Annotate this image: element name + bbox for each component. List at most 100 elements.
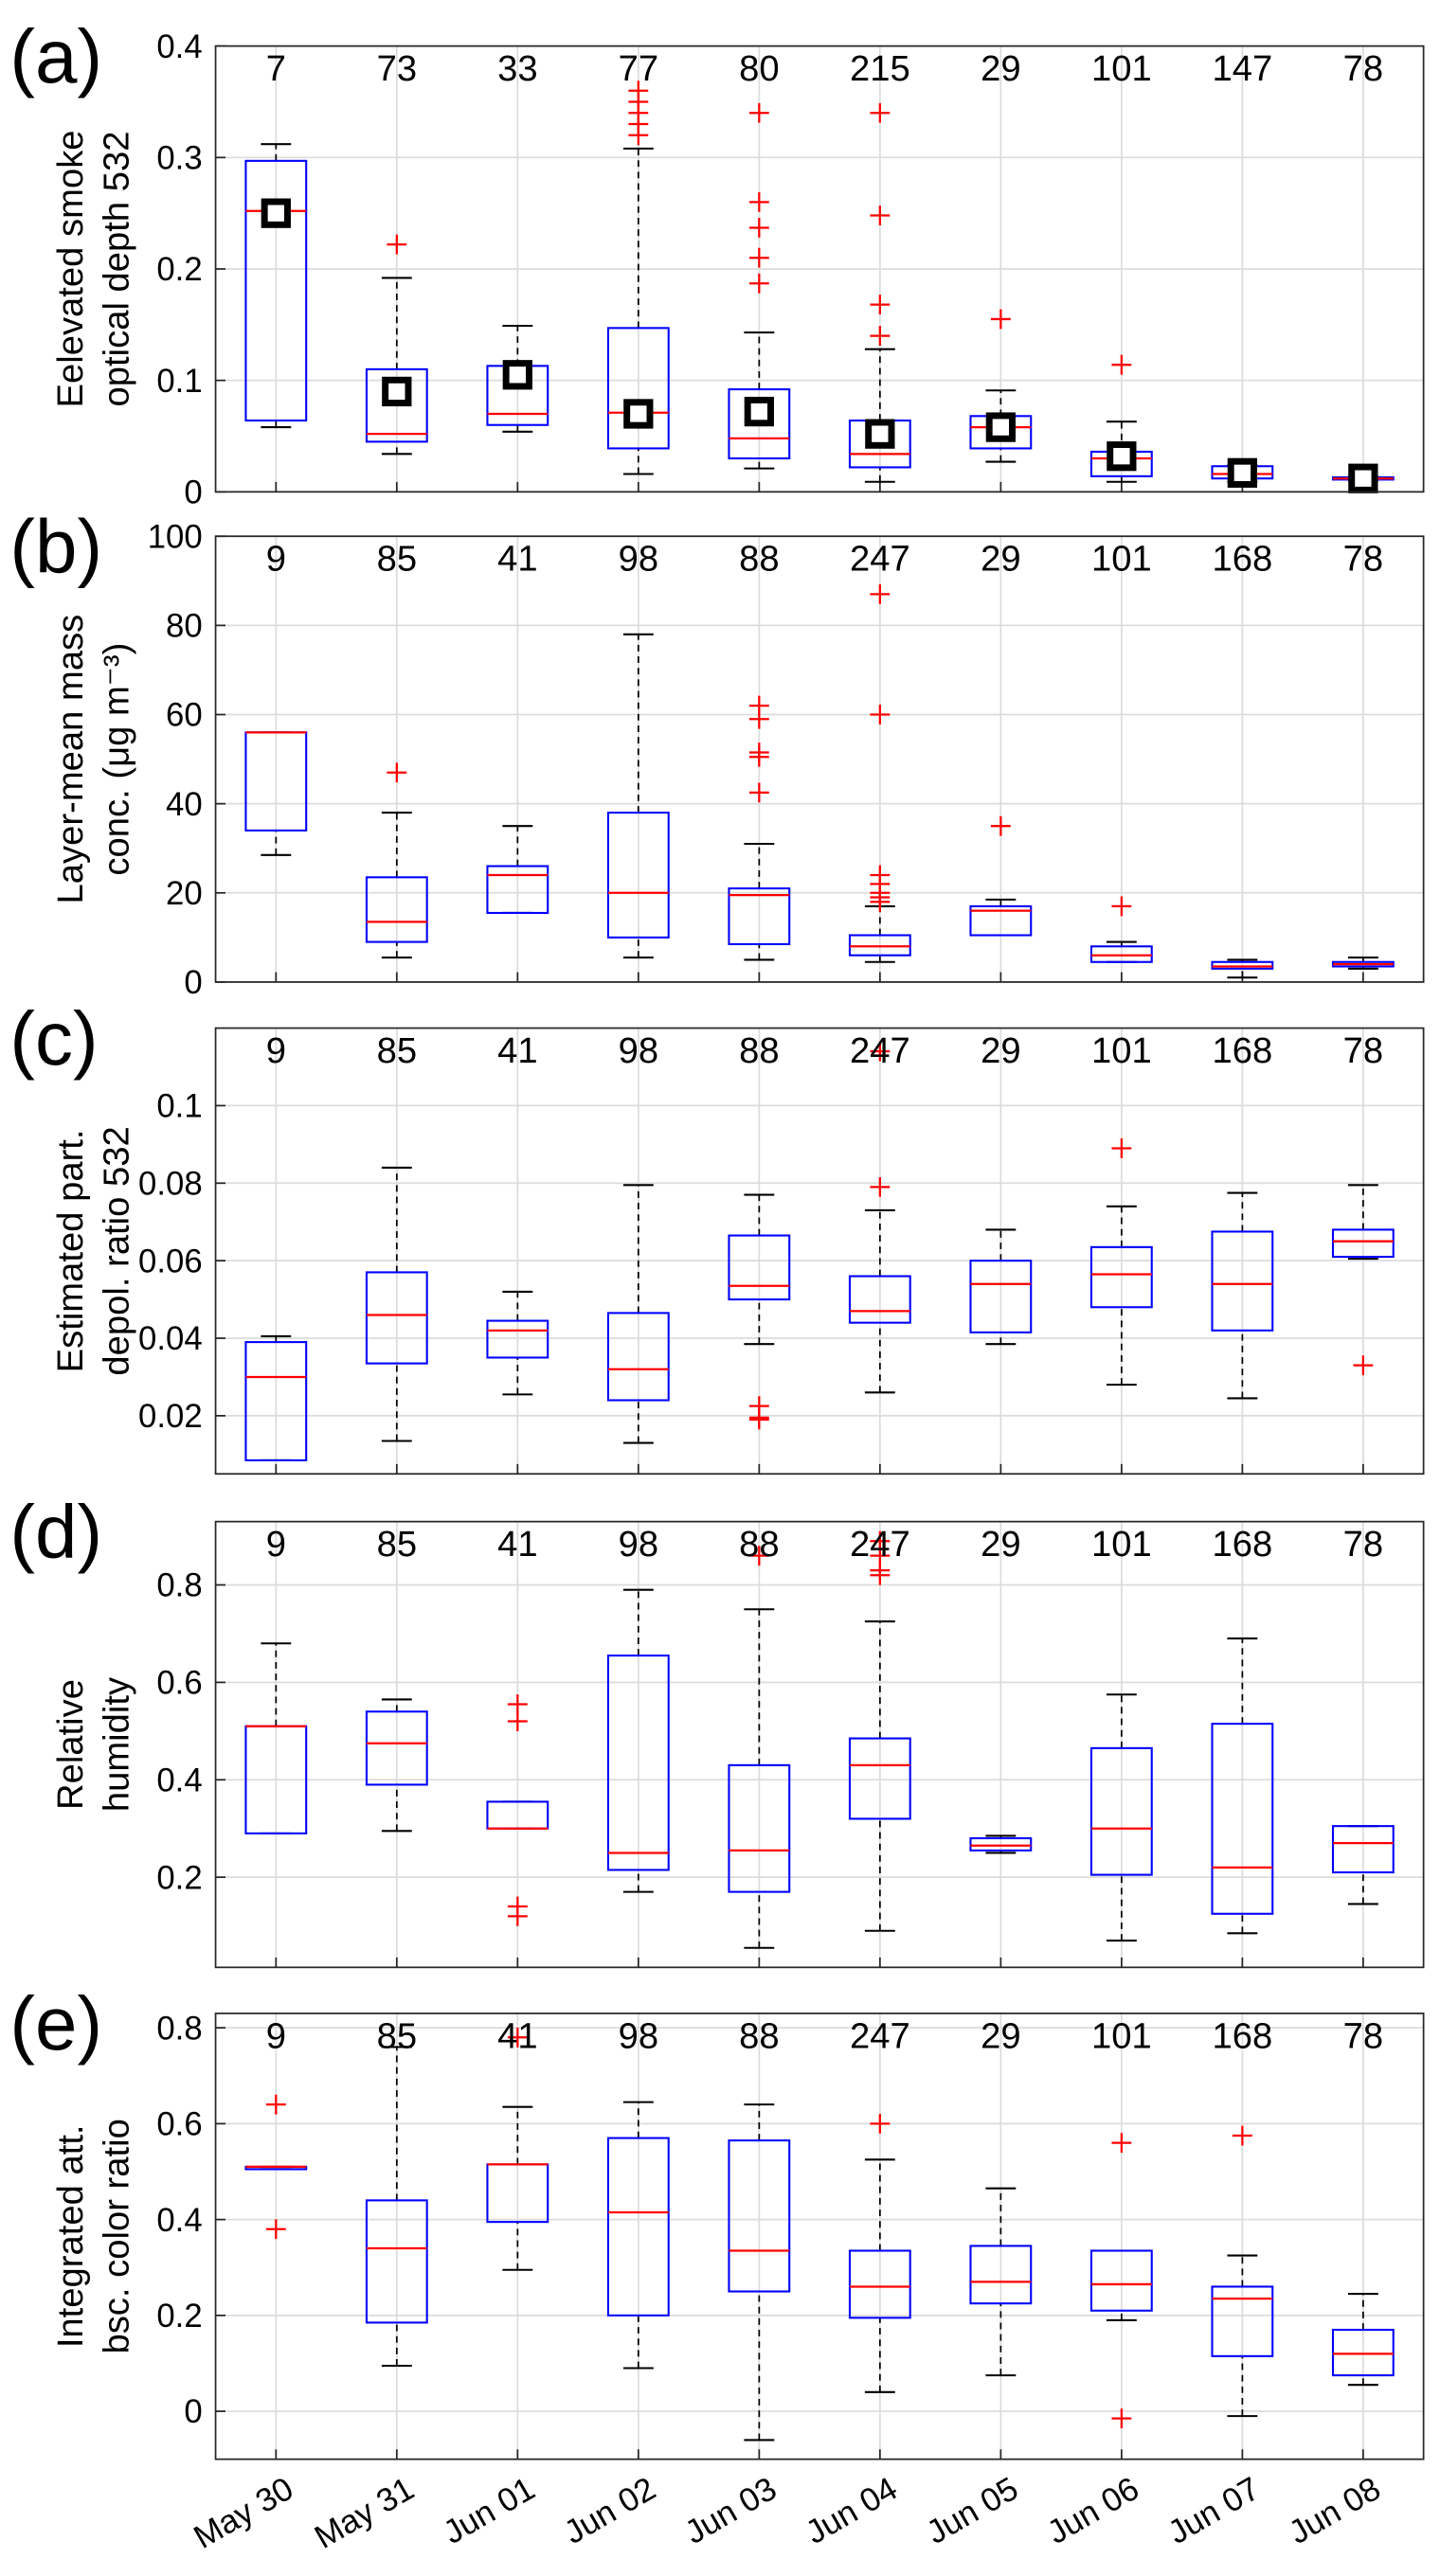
outlier — [870, 891, 891, 912]
count-label: 88 — [739, 539, 780, 580]
box — [848, 934, 911, 957]
count-label: 78 — [1343, 1030, 1384, 1071]
count-label: 247 — [850, 539, 910, 580]
count-label: 98 — [619, 539, 659, 580]
count-label: 215 — [850, 48, 910, 89]
count-label: 73 — [377, 48, 418, 89]
x-tick-label: Jun 01 — [438, 2471, 541, 2551]
box — [848, 2249, 911, 2319]
panel-label: (e) — [9, 1981, 102, 2066]
box — [365, 1710, 428, 1786]
count-label: 85 — [377, 1030, 418, 1071]
panel-label: (c) — [9, 996, 98, 1081]
axes-frame — [214, 45, 1425, 493]
count-label: 85 — [377, 1524, 418, 1565]
box — [606, 1312, 670, 1402]
box — [244, 159, 308, 422]
count-label: 9 — [266, 1030, 286, 1071]
count-label: 78 — [1343, 48, 1384, 89]
count-label: 168 — [1212, 539, 1272, 580]
panel-label: (a) — [9, 14, 102, 98]
count-label: 101 — [1091, 48, 1152, 89]
outlier — [748, 247, 769, 268]
y-tick-label: 0.06 — [138, 1243, 203, 1279]
count-label: 88 — [739, 1524, 780, 1565]
box — [1211, 2285, 1274, 2357]
box — [848, 1737, 911, 1820]
y-tick-label: 0.1 — [156, 364, 202, 400]
count-label: 98 — [619, 1030, 659, 1071]
mean-marker — [382, 376, 412, 407]
outlier — [387, 762, 407, 783]
count-label: 168 — [1212, 1030, 1272, 1071]
count-label: 168 — [1212, 2015, 1272, 2056]
box — [486, 865, 549, 915]
outlier — [265, 2094, 286, 2115]
count-label: 41 — [497, 539, 538, 580]
box — [1211, 960, 1274, 970]
outlier — [1111, 2133, 1132, 2154]
box — [1211, 1230, 1274, 1332]
y-tick-label: 0.02 — [138, 1399, 203, 1435]
y-axis-label: optical depth 532 — [96, 131, 136, 406]
y-axis-label: Relative — [50, 1679, 91, 1810]
y-tick-label: 0.6 — [156, 1666, 202, 1702]
y-tick-label: 0.2 — [156, 252, 202, 288]
outlier — [748, 218, 769, 238]
axes-frame — [214, 2012, 1425, 2460]
y-axis-label: Layer-mean mass — [50, 615, 91, 904]
count-label: 41 — [497, 1030, 538, 1071]
mean-marker — [502, 360, 532, 390]
outlier — [870, 295, 891, 315]
outlier — [628, 125, 649, 146]
box — [728, 887, 791, 945]
y-tick-label: 0.8 — [156, 1568, 202, 1604]
outlier — [1111, 896, 1132, 917]
box — [606, 812, 670, 939]
count-label: 101 — [1091, 2015, 1152, 2056]
y-axis-label: conc. (μg m⁻³) — [96, 643, 136, 876]
y-tick-label: 60 — [166, 698, 203, 734]
count-label: 29 — [981, 539, 1021, 580]
count-label: 88 — [739, 1030, 780, 1071]
axes-frame — [214, 1520, 1425, 1969]
count-label: 77 — [619, 48, 659, 89]
outlier — [870, 1176, 891, 1197]
box — [244, 1341, 308, 1461]
x-tick-label: Jun 02 — [558, 2471, 661, 2551]
box — [728, 388, 791, 460]
count-label: 78 — [1343, 2015, 1384, 2056]
y-axis-label: Estimated part. — [50, 1129, 91, 1372]
y-tick-label: 20 — [166, 876, 203, 912]
y-tick-label: 0.6 — [156, 2107, 202, 2143]
count-label: 168 — [1212, 1524, 1272, 1565]
mean-marker — [1348, 463, 1378, 493]
y-axis-label: Eelevated smoke — [50, 130, 91, 407]
count-label: 101 — [1091, 1524, 1152, 1565]
outlier — [748, 782, 769, 803]
count-label: 29 — [981, 48, 1021, 89]
outlier — [1353, 1355, 1374, 1376]
x-tick-label: Jun 06 — [1041, 2471, 1144, 2551]
box — [728, 2139, 791, 2293]
outlier — [1111, 354, 1132, 375]
box — [606, 327, 670, 450]
count-label: 9 — [266, 1524, 286, 1565]
outlier — [870, 326, 891, 347]
box — [1089, 945, 1153, 963]
y-axis-label: depol. ratio 532 — [96, 1126, 136, 1375]
outlier — [748, 1546, 769, 1566]
outlier — [748, 102, 769, 123]
count-label: 88 — [739, 2015, 780, 2056]
mean-marker — [1227, 457, 1258, 488]
axes-frame — [214, 535, 1425, 983]
box — [848, 1275, 911, 1324]
count-label: 85 — [377, 2015, 418, 2056]
y-tick-label: 0.2 — [156, 1860, 202, 1896]
count-label: 247 — [850, 1030, 910, 1071]
count-label: 101 — [1091, 1030, 1152, 1071]
box — [969, 1836, 1033, 1852]
box — [365, 367, 428, 443]
